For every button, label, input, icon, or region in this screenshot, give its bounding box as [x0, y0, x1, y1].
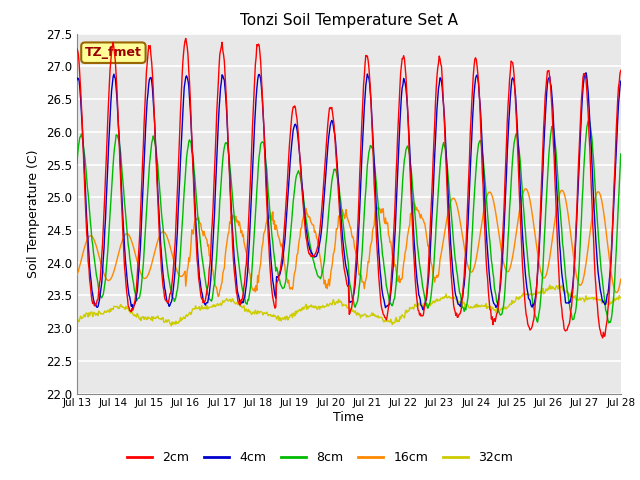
- Y-axis label: Soil Temperature (C): Soil Temperature (C): [28, 149, 40, 278]
- Title: Tonzi Soil Temperature Set A: Tonzi Soil Temperature Set A: [240, 13, 458, 28]
- X-axis label: Time: Time: [333, 411, 364, 424]
- Legend: 2cm, 4cm, 8cm, 16cm, 32cm: 2cm, 4cm, 8cm, 16cm, 32cm: [122, 446, 518, 469]
- Text: TZ_fmet: TZ_fmet: [85, 46, 142, 59]
